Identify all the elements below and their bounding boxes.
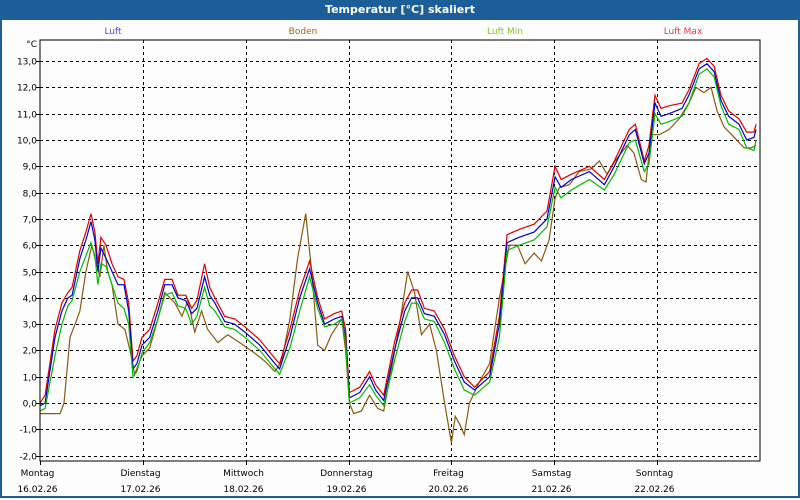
- y-tick-label: 6,0: [23, 242, 38, 252]
- window-title: Temperatur [°C] skaliert: [0, 0, 800, 20]
- y-tick-label: 11,0: [17, 111, 37, 121]
- x-tick-date: 19.02.26: [326, 485, 366, 495]
- x-tick-day: Dienstag: [120, 469, 160, 479]
- y-tick-label: 10,0: [17, 137, 37, 147]
- legend-item-boden: Boden: [289, 27, 318, 37]
- y-tick-label: 0,0: [23, 400, 38, 410]
- legend-item-luft-min: Luft Min: [487, 27, 523, 37]
- y-tick-label: 7,0: [23, 216, 38, 226]
- x-tick-day: Samstag: [532, 469, 571, 479]
- legend-item-luft: Luft: [104, 27, 122, 37]
- y-tick-label: 13,0: [17, 58, 37, 68]
- x-tick-date: 18.02.26: [223, 485, 263, 495]
- y-tick-label: -1,0: [19, 426, 37, 436]
- y-tick-label: 9,0: [23, 163, 38, 173]
- series-lines: [39, 57, 757, 443]
- y-tick-label: 5,0: [23, 269, 38, 279]
- y-tick-label: 3,0: [23, 321, 38, 331]
- legend: Luft Boden Luft Min Luft Max: [104, 27, 703, 37]
- grid: [36, 40, 760, 465]
- x-tick-date: 17.02.26: [120, 485, 160, 495]
- series-line-luft-min: [39, 68, 757, 412]
- series-line-luft-max: [39, 57, 757, 404]
- y-tick-label: 12,0: [17, 84, 37, 94]
- x-tick-date: 21.02.26: [531, 485, 571, 495]
- y-tick-label: -2,0: [19, 453, 37, 463]
- y-axis-unit: °C: [26, 40, 37, 50]
- x-tick-day: Sonntag: [636, 469, 673, 479]
- legend-item-luft-max: Luft Max: [664, 27, 703, 37]
- x-tick-day: Mittwoch: [223, 469, 264, 479]
- x-tick-day: Freitag: [433, 469, 464, 479]
- axis-labels: 13,0 12,0 11,0 10,0 9,0 8,0 7,0 6,0 5,0 4,0 3,0 2,0…: [17, 40, 675, 495]
- x-tick-date: 20.02.26: [428, 485, 468, 495]
- plot-border: [39, 39, 761, 462]
- y-tick-label: 4,0: [23, 295, 38, 305]
- x-tick-date: 22.02.26: [634, 485, 674, 495]
- y-tick-label: 1,0: [23, 374, 38, 384]
- y-tick-label: 8,0: [23, 190, 38, 200]
- x-tick-day: Montag: [21, 469, 55, 479]
- y-tick-label: 2,0: [23, 347, 38, 357]
- x-tick-day: Donnerstag: [320, 469, 373, 479]
- x-tick-date: 16.02.26: [17, 485, 57, 495]
